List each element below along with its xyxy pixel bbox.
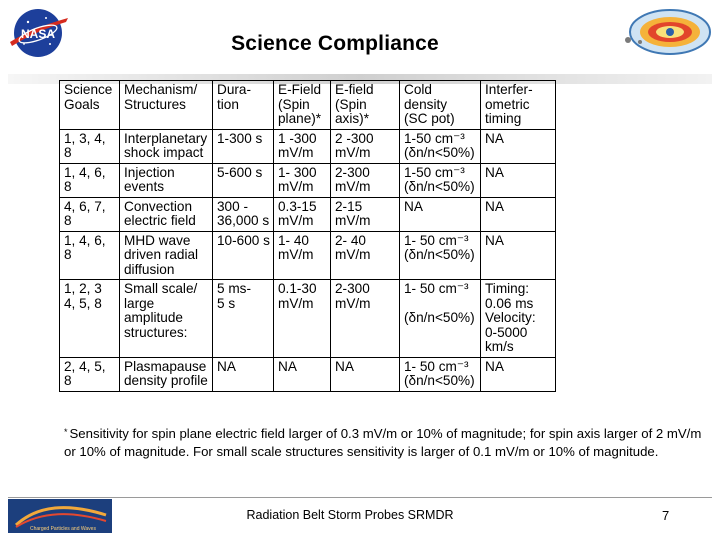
- rbsp-mission-logo: [612, 6, 714, 58]
- table-cell: 1, 4, 6, 8: [59, 162, 120, 198]
- table-cell: 1- 300 mV/m: [273, 162, 331, 198]
- table-cell: NA: [480, 162, 556, 198]
- table-cell: NA: [480, 196, 556, 232]
- science-compliance-table: Science Goals Mechanism/ Structures Dura- …: [59, 80, 556, 392]
- table-cell: 2 -300 mV/m: [330, 128, 400, 164]
- column-header: E-field (Spin axis)*: [330, 80, 400, 130]
- table-cell: 2, 4, 5, 8: [59, 356, 120, 392]
- column-header: Science Goals: [59, 80, 120, 130]
- table-cell: NA: [273, 356, 331, 392]
- table-cell: 1-50 cm⁻³ (δn/n<50%): [399, 128, 481, 164]
- nasa-logo: NASA: [6, 6, 70, 60]
- table-cell: Interplanetary shock impact: [119, 128, 213, 164]
- slide-title: Science Compliance: [231, 32, 439, 55]
- table-row: 1, 3, 4, 8 Interplanetary shock impact 1-3…: [59, 128, 556, 164]
- table-cell: 10-600 s: [212, 230, 274, 280]
- footnote: * Sensitivity for spin plane electric fie…: [64, 423, 704, 461]
- title-divider-bar: [8, 74, 712, 84]
- footnote-marker: *: [64, 427, 68, 437]
- table-cell: NA: [330, 356, 400, 392]
- table-cell: 1- 50 cm⁻³ (δn/n<50%): [399, 356, 481, 392]
- table-cell: Plasmapause density profile: [119, 356, 213, 392]
- footer-mission-label: Radiation Belt Storm Probes SRMDR: [246, 508, 454, 522]
- footer-logo-text: Charged Particles and Waves: [30, 526, 96, 532]
- table-row: 1, 4, 6, 8 Injection events 5-600 s 1- 300 …: [59, 162, 556, 198]
- table-cell: 5-600 s: [212, 162, 274, 198]
- table-cell: Small scale/ large amplitude structures:: [119, 279, 213, 358]
- column-header: Interfer- ometric timing: [480, 80, 556, 130]
- table-row: 4, 6, 7, 8 Convection electric field 300 -…: [59, 196, 556, 232]
- table-row: 1, 4, 6, 8 MHD wave driven radial diffusi…: [59, 230, 556, 280]
- column-header: Dura- tion: [212, 80, 274, 130]
- table-cell: 1 -300 mV/m: [273, 128, 331, 164]
- table-cell: Injection events: [119, 162, 213, 198]
- table-cell: Timing: 0.06 ms Velocity: 0-5000 km/s: [480, 279, 556, 358]
- column-header: Cold density (SC pot): [399, 80, 481, 130]
- column-header: Mechanism/ Structures: [119, 80, 213, 130]
- table-cell: NA: [480, 128, 556, 164]
- table-cell: 4, 6, 7, 8: [59, 196, 120, 232]
- table-cell: 1- 40 mV/m: [273, 230, 331, 280]
- nasa-wordmark: NASA: [21, 27, 55, 41]
- table-row: 2, 4, 5, 8 Plasmapause density profile NA N…: [59, 356, 556, 392]
- table-cell: 1-50 cm⁻³ (δn/n<50%): [399, 162, 481, 198]
- table-cell: 2-15 mV/m: [330, 196, 400, 232]
- table-cell: 1, 4, 6, 8: [59, 230, 120, 280]
- table-cell: 2-300 mV/m: [330, 162, 400, 198]
- page-number: 7: [662, 508, 670, 523]
- table-cell: 300 - 36,000 s: [212, 196, 274, 232]
- charged-particles-logo: Charged Particles and Waves: [8, 499, 112, 533]
- table-cell: 2- 40 mV/m: [330, 230, 400, 280]
- table-cell: Convection electric field: [119, 196, 213, 232]
- table-row: 1, 2, 3 4, 5, 8 Small scale/ large amplit…: [59, 279, 556, 358]
- table-cell: 0.1-30 mV/m: [273, 279, 331, 358]
- footnote-text: Sensitivity for spin plane electric fiel…: [64, 426, 702, 459]
- table-cell: 1- 50 cm⁻³ (δn/n<50%): [399, 230, 481, 280]
- table-cell: MHD wave driven radial diffusion: [119, 230, 213, 280]
- column-header: E-Field (Spin plane)*: [273, 80, 331, 130]
- table-header-row: Science Goals Mechanism/ Structures Dura- …: [59, 80, 556, 130]
- table-cell: 2-300 mV/m: [330, 279, 400, 358]
- footer-divider: [8, 497, 712, 498]
- table-cell: NA: [480, 230, 556, 280]
- table-cell: NA: [212, 356, 274, 392]
- table-cell: 1-300 s: [212, 128, 274, 164]
- table-cell: 1- 50 cm⁻³ (δn/n<50%): [399, 279, 481, 358]
- table-cell: 1, 3, 4, 8: [59, 128, 120, 164]
- table-cell: 1, 2, 3 4, 5, 8: [59, 279, 120, 358]
- table-cell: 5 ms- 5 s: [212, 279, 274, 358]
- table-cell: NA: [480, 356, 556, 392]
- table-cell: 0.3-15 mV/m: [273, 196, 331, 232]
- table-cell: NA: [399, 196, 481, 232]
